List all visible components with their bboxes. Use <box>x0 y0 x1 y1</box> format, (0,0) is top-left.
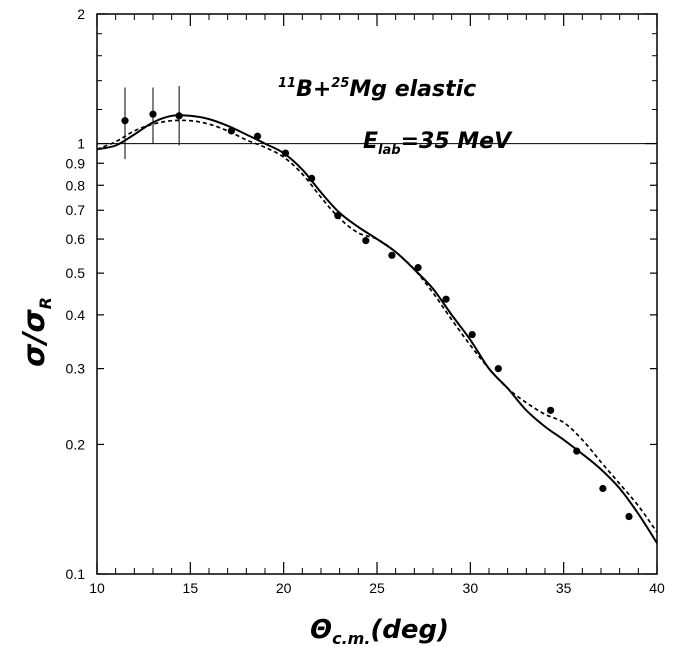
energy-e: E <box>363 129 378 154</box>
data-point <box>149 110 157 118</box>
x-tick-label: 25 <box>369 580 385 596</box>
y-axis-main: σ/σ <box>17 309 52 367</box>
solid-curve <box>96 114 658 544</box>
data-point <box>281 149 290 157</box>
data-point <box>388 251 396 259</box>
x-axis-sub: c.m. <box>332 629 370 646</box>
y-tick-label: 0.1 <box>66 566 86 582</box>
data-point <box>625 512 633 521</box>
data-points <box>121 86 633 521</box>
y-axis-sub: R <box>36 297 55 309</box>
reaction-mg-mass: 25 <box>331 76 349 91</box>
x-axis-title: Θc.m.(deg) <box>310 615 449 646</box>
data-point <box>468 330 476 339</box>
data-point <box>334 212 342 220</box>
data-point <box>362 237 370 245</box>
reaction-annotation: 11B+25Mg elastic <box>278 76 476 102</box>
curves <box>96 114 658 544</box>
data-point <box>175 112 183 120</box>
y-tick-label: 1 <box>77 136 85 152</box>
y-tick-label: 0.7 <box>66 202 86 218</box>
data-point <box>253 132 262 140</box>
x-tick-label: 40 <box>649 580 665 596</box>
data-point <box>308 174 316 183</box>
data-point <box>494 365 502 373</box>
x-tick-label: 15 <box>183 580 199 596</box>
y-tick-label: 2 <box>77 6 85 22</box>
x-tick-label: 35 <box>556 580 572 596</box>
energy-annotation: Elab=35 MeV <box>363 129 513 158</box>
y-tick-label: 0.6 <box>66 231 86 247</box>
data-point <box>227 127 235 135</box>
reaction-main: Mg elastic <box>349 77 476 102</box>
y-tick-label: 0.3 <box>66 361 86 377</box>
data-point <box>414 264 422 272</box>
reaction-b-symbol: B+ <box>296 77 331 102</box>
data-point <box>121 117 129 125</box>
x-axis-theta: Θ <box>310 615 332 645</box>
x-tick-label: 10 <box>89 580 105 596</box>
y-axis-title: σ/σR <box>17 297 55 367</box>
axis-ticks <box>96 13 658 575</box>
y-tick-label: 0.5 <box>66 265 86 281</box>
x-axis-unit: (deg) <box>370 615 449 645</box>
y-tick-label: 0.4 <box>66 307 86 323</box>
data-point <box>599 484 607 493</box>
tick-labels: 10 15 20 25 30 35 40 0.1 0.2 0.3 0.4 0.5 0.6 0.7 0.8 0.… <box>66 6 665 596</box>
data-point <box>547 406 555 414</box>
x-tick-label: 30 <box>463 580 479 596</box>
y-tick-label: 0.9 <box>66 155 86 171</box>
data-point <box>442 295 450 303</box>
y-tick-label: 0.8 <box>66 177 86 193</box>
dashed-curve <box>96 119 658 533</box>
x-tick-label: 20 <box>276 580 292 596</box>
y-tick-label: 0.2 <box>66 436 86 452</box>
energy-value: =35 MeV <box>401 129 514 154</box>
energy-sub: lab <box>378 143 401 158</box>
reaction-b-mass: 11 <box>278 76 296 91</box>
data-point <box>573 447 581 455</box>
